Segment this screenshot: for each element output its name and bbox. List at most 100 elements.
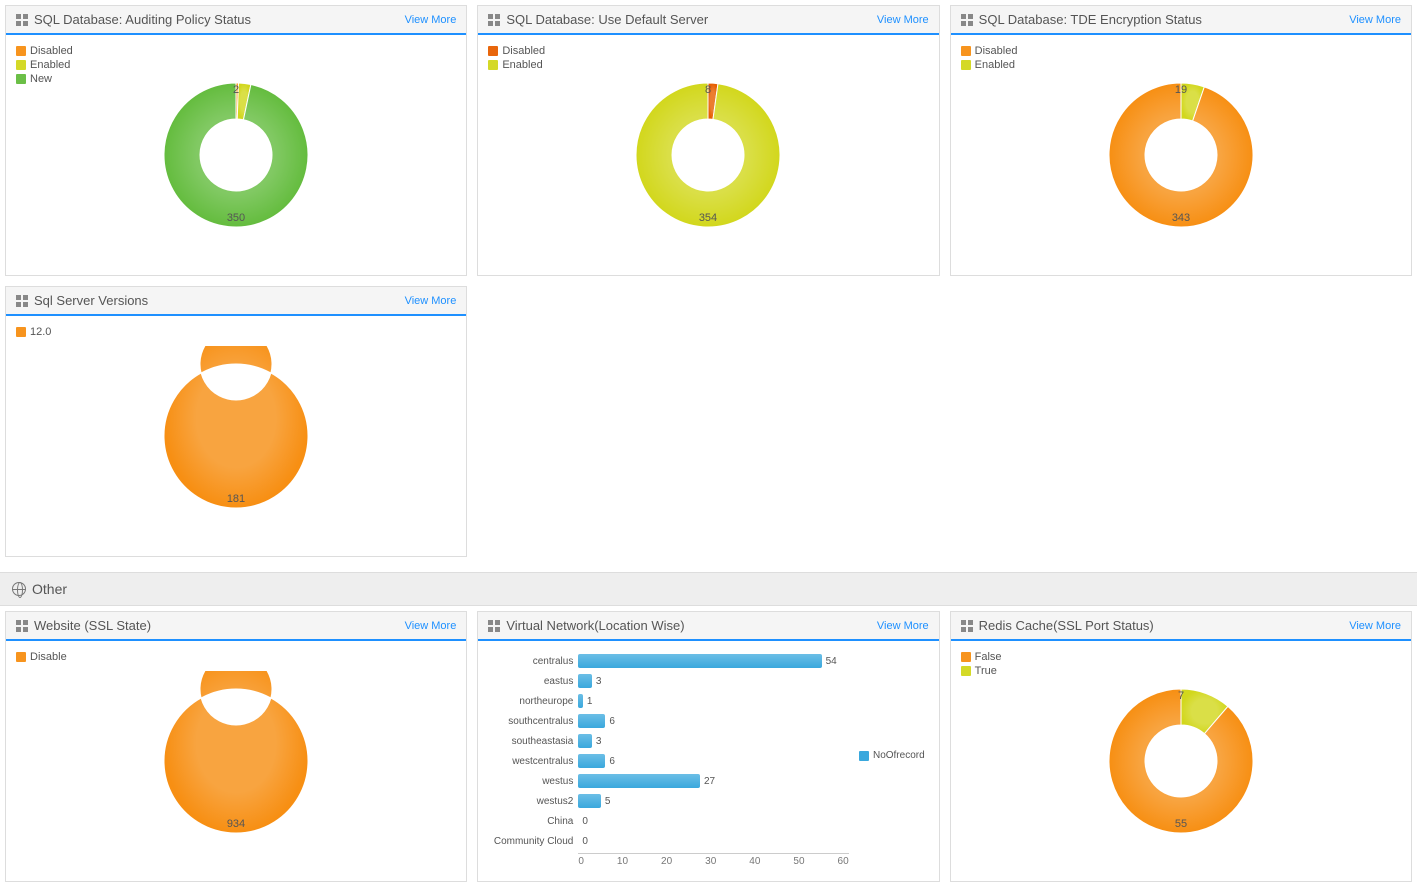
bar-chart: centralus54eastus3northeurope1southcentr…: [488, 651, 928, 871]
panel-title: SQL Database: TDE Encryption Status: [979, 12, 1202, 27]
donut-label-bottom: 354: [699, 212, 717, 224]
bar-row: southeastasia3: [578, 731, 848, 751]
bar-row: westus27: [578, 771, 848, 791]
donut-label-top: 7: [1178, 690, 1184, 702]
axis-tick: 10: [617, 856, 628, 867]
legend-swatch: [488, 46, 498, 56]
bar-row: southcentralus6: [578, 711, 848, 731]
bar-value: 0: [582, 836, 588, 847]
panel-title: Sql Server Versions: [34, 293, 148, 308]
bar-label: eastus: [488, 676, 573, 687]
legend-label: False: [975, 651, 1002, 663]
bar-fill[interactable]: [578, 754, 605, 768]
donut-chart: 2350: [16, 45, 456, 265]
legend-label: Disabled: [975, 45, 1018, 57]
legend-item: Disabled: [16, 45, 73, 57]
bar-fill[interactable]: [578, 794, 601, 808]
legend: Disable: [16, 651, 67, 665]
bar-label: centralus: [488, 656, 573, 667]
panel-virtual-network: Virtual Network(Location Wise) View More…: [477, 611, 939, 882]
bar-value: 5: [605, 796, 611, 807]
panel-body: Disabled Enabled 8354: [478, 35, 938, 275]
bar-value: 27: [704, 776, 715, 787]
legend-item: Enabled: [16, 59, 73, 71]
legend-item: Enabled: [961, 59, 1018, 71]
axis-tick: 30: [705, 856, 716, 867]
panel-website-ssl: Website (SSL State) View More Disable 93…: [5, 611, 467, 882]
bar-row: northeurope1: [578, 691, 848, 711]
grid-icon: [961, 14, 973, 26]
legend-item: New: [16, 73, 73, 85]
grid-icon: [16, 620, 28, 632]
legend-swatch: [16, 74, 26, 84]
view-more-link[interactable]: View More: [877, 620, 929, 632]
bar-legend: NoOfrecord: [859, 750, 925, 761]
donut-chart: 8354: [488, 45, 928, 265]
legend-item: True: [961, 665, 1002, 677]
legend-label: Enabled: [975, 59, 1015, 71]
panel-body: centralus54eastus3northeurope1southcentr…: [478, 641, 938, 881]
bar-fill[interactable]: [578, 734, 592, 748]
legend-label: New: [30, 73, 52, 85]
dashboard-row-2: Sql Server Versions View More 12.0 181: [0, 281, 1417, 562]
view-more-link[interactable]: View More: [405, 620, 457, 632]
view-more-link[interactable]: View More: [405, 295, 457, 307]
panel-sql-tde: SQL Database: TDE Encryption Status View…: [950, 5, 1412, 276]
legend-item: Disabled: [961, 45, 1018, 57]
donut-slice[interactable]: [1109, 83, 1253, 227]
donut-slice[interactable]: [164, 83, 308, 227]
donut-chart: 181: [16, 326, 456, 546]
axis-tick: 60: [838, 856, 849, 867]
legend-swatch: [488, 60, 498, 70]
bar-value: 0: [582, 816, 588, 827]
view-more-link[interactable]: View More: [877, 14, 929, 26]
section-title: Other: [32, 581, 67, 597]
bar-fill[interactable]: [578, 774, 700, 788]
bar-row: eastus3: [578, 671, 848, 691]
bar-value: 3: [596, 676, 602, 687]
bar-fill[interactable]: [578, 694, 583, 708]
donut-chart: 19343: [961, 45, 1401, 265]
legend-label: Disabled: [502, 45, 545, 57]
donut-chart: 934: [16, 651, 456, 871]
bar-fill[interactable]: [578, 654, 821, 668]
donut-slice[interactable]: [1109, 689, 1253, 833]
donut-label-bottom: 55: [1175, 818, 1187, 830]
bar-axis: 0102030405060: [578, 853, 848, 867]
bar-label: westcentralus: [488, 756, 573, 767]
legend-swatch: [16, 46, 26, 56]
bar-row: China0: [578, 811, 848, 831]
panel-title: SQL Database: Auditing Policy Status: [34, 12, 251, 27]
bar-row: centralus54: [578, 651, 848, 671]
panel-body: Disabled Enabled 19343: [951, 35, 1411, 275]
panel-title: Virtual Network(Location Wise): [506, 618, 684, 633]
bar-fill[interactable]: [578, 714, 605, 728]
panel-title: Redis Cache(SSL Port Status): [979, 618, 1154, 633]
legend-label: Enabled: [502, 59, 542, 71]
bar-value: 3: [596, 736, 602, 747]
panel-body: False True 7 55: [951, 641, 1411, 881]
panel-body: 12.0 181: [6, 316, 466, 556]
panel-sql-auditing: SQL Database: Auditing Policy Status Vie…: [5, 5, 467, 276]
donut-slice[interactable]: [164, 671, 308, 833]
legend-label: Disabled: [30, 45, 73, 57]
bar-label: southeastasia: [488, 736, 573, 747]
bar-value: 54: [826, 656, 837, 667]
legend-label: Enabled: [30, 59, 70, 71]
axis-tick: 50: [793, 856, 804, 867]
bar-row: westcentralus6: [578, 751, 848, 771]
view-more-link[interactable]: View More: [1349, 14, 1401, 26]
panel-body: Disabled Enabled New 2350: [6, 35, 466, 275]
bar-value: 1: [587, 696, 593, 707]
view-more-link[interactable]: View More: [405, 14, 457, 26]
bar-fill[interactable]: [578, 674, 592, 688]
view-more-link[interactable]: View More: [1349, 620, 1401, 632]
donut-slice[interactable]: [636, 83, 780, 227]
legend-label: NoOfrecord: [873, 750, 925, 761]
donut-slice[interactable]: [164, 346, 308, 508]
bar-label: westus: [488, 776, 573, 787]
globe-icon: [12, 582, 26, 596]
panel-header: Redis Cache(SSL Port Status) View More: [951, 612, 1411, 641]
legend-item: Disabled: [488, 45, 545, 57]
panel-header: Sql Server Versions View More: [6, 287, 466, 316]
